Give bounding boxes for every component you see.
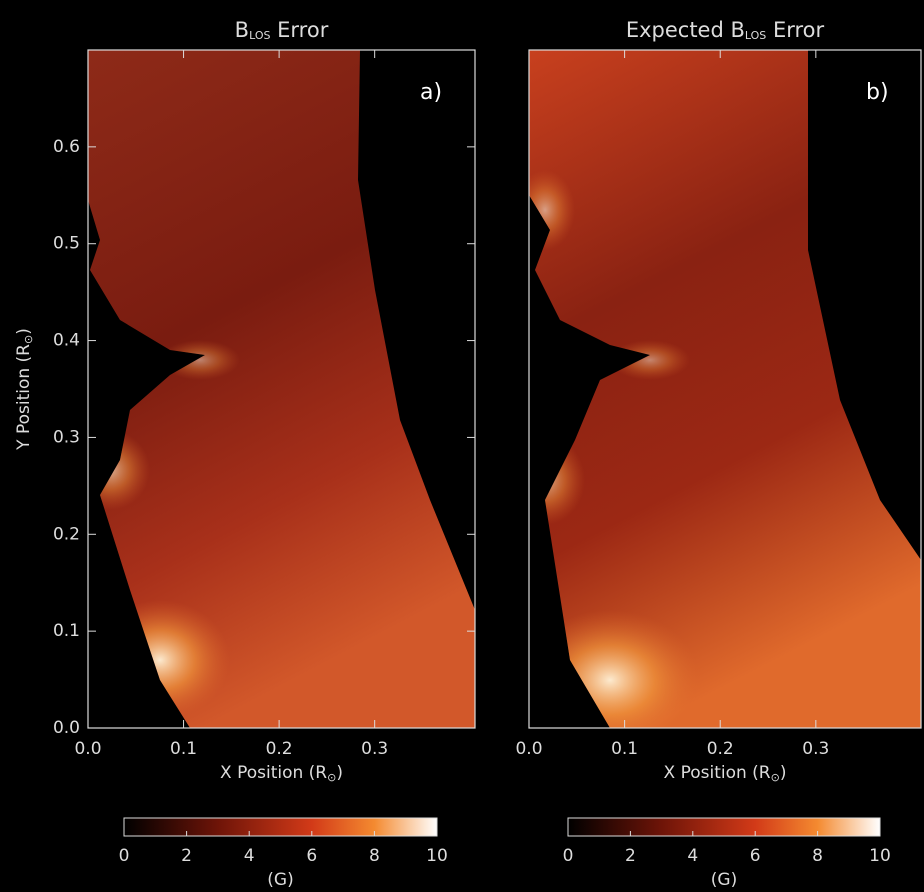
- colorbar-tick-label: 0: [563, 846, 574, 866]
- x-tick-label: 0.1: [170, 739, 197, 759]
- colorbar-tick-label: 10: [869, 846, 891, 866]
- x-axis-label-part: X Position (R: [220, 763, 327, 783]
- x-tick-label: 0.1: [611, 739, 638, 759]
- colorbar-tick-label: 4: [687, 846, 698, 866]
- panel-label: b): [866, 80, 889, 105]
- y-tick-label: 0.2: [53, 524, 80, 544]
- heatmap-b: [529, 50, 921, 728]
- chart-title-part: Error: [270, 18, 328, 42]
- x-axis-label-part: ): [780, 763, 787, 783]
- y-tick-label: 0.4: [53, 331, 80, 351]
- colorbar-tick-label: 8: [369, 846, 380, 866]
- x-tick-label: 0.3: [361, 739, 388, 759]
- colorbar-label: (G): [267, 870, 293, 890]
- colorbar: [567, 817, 881, 837]
- colorbar-tick-label: 6: [306, 846, 317, 866]
- plot-frame: [87, 49, 476, 729]
- x-axis-label-part: ⊙: [771, 771, 780, 784]
- colorbar-tick-label: 0: [119, 846, 130, 866]
- colorbar-tick-label: 6: [750, 846, 761, 866]
- chart-title: BLOS Error: [235, 18, 329, 42]
- chart-title-part: Expected B: [626, 18, 745, 42]
- y-tick-label: 0.6: [53, 137, 80, 157]
- y-axis-label-part: ⊙: [22, 335, 35, 344]
- y-tick-label: 0.3: [53, 427, 80, 447]
- colorbar: [123, 817, 438, 837]
- x-axis-label-part: ⊙: [327, 771, 336, 784]
- chart-title-part: Error: [766, 18, 824, 42]
- colorbar-tick-label: 4: [244, 846, 255, 866]
- x-tick-label: 0.0: [515, 739, 542, 759]
- x-axis-label-part: X Position (R: [664, 763, 771, 783]
- x-tick-label: 0.0: [74, 739, 101, 759]
- colorbar-tick-label: 2: [181, 846, 192, 866]
- y-tick-label: 0.1: [53, 621, 80, 641]
- colorbar-tick-label: 2: [625, 846, 636, 866]
- y-tick-label: 0.0: [53, 718, 80, 738]
- x-tick-label: 0.2: [266, 739, 293, 759]
- chart-title-part: LOS: [745, 29, 766, 42]
- x-axis-label: X Position (R⊙): [664, 763, 787, 784]
- heatmap-a: [88, 50, 475, 728]
- chart-title-part: LOS: [249, 29, 270, 42]
- y-axis-label-part: ): [14, 328, 34, 335]
- panel-label: a): [420, 80, 442, 105]
- plot-frame: [528, 49, 922, 729]
- y-axis-label-part: Y Position (R: [14, 344, 34, 451]
- chart-title-part: B: [235, 18, 249, 42]
- x-tick-label: 0.3: [802, 739, 829, 759]
- x-axis-label-part: ): [336, 763, 343, 783]
- y-axis-label: Y Position (R⊙): [14, 328, 35, 451]
- colorbar-label: (G): [711, 870, 737, 890]
- x-tick-label: 0.2: [707, 739, 734, 759]
- chart-title: Expected BLOS Error: [626, 18, 825, 42]
- colorbar-tick-label: 8: [812, 846, 823, 866]
- colorbar-tick-label: 10: [426, 846, 448, 866]
- y-tick-label: 0.5: [53, 234, 80, 254]
- x-axis-label: X Position (R⊙): [220, 763, 343, 784]
